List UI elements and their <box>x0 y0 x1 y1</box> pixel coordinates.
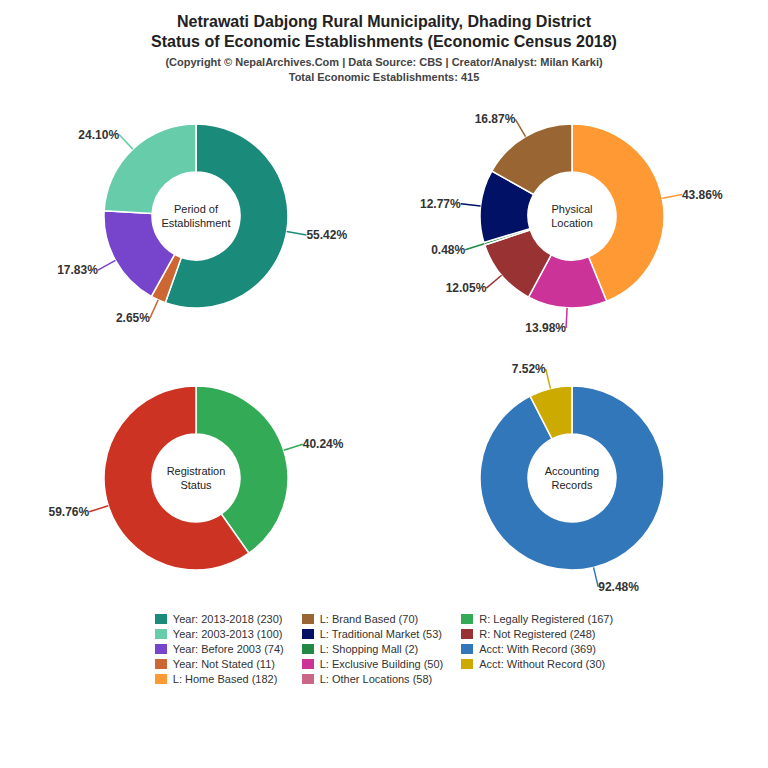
html-text:Period of Establishment: Period of Establishment <box>161 203 231 229</box>
svg-text:17.83%: 17.83% <box>57 263 98 277</box>
html-text:L: Other Locations (58): L: Other Locations (58) <box>319 673 433 685</box>
html-text:L: Shopping Mall (2): L: Shopping Mall (2) <box>319 643 419 655</box>
html-text:L: Exclusive Building (50): L: Exclusive Building (50) <box>319 658 444 670</box>
html-text:Year: 2013-2018 (230): Year: 2013-2018 (230) <box>172 613 283 625</box>
html-text:L: Brand Based (70): L: Brand Based (70) <box>319 613 419 625</box>
html-text:Acct: With Record (369): Acct: With Record (369) <box>479 643 596 655</box>
svg-text:43.86%: 43.86% <box>682 188 723 202</box>
html-text:Total Economic Establishments:: Total Economic Establishments: 415 <box>288 71 480 83</box>
html-text:R: Not Registered (248): R: Not Registered (248) <box>479 628 596 640</box>
svg-text:0.48%: 0.48% <box>431 243 465 257</box>
svg-text:16.87%: 16.87% <box>475 112 516 126</box>
html-text:Acct: Without Record (30): Acct: Without Record (30) <box>479 658 606 670</box>
html-text:Netrawati Dabjong Rural Munici: Netrawati Dabjong Rural Municipality, Dh… <box>177 13 591 30</box>
html-text:Registration Status: Registration Status <box>166 465 226 491</box>
svg-text:59.76%: 59.76% <box>49 505 90 519</box>
html-text:R: Legally Registered (167): R: Legally Registered (167) <box>479 613 614 625</box>
svg-text:13.98%: 13.98% <box>525 321 566 335</box>
html-text:(Copyright © NepalArchives.Com: (Copyright © NepalArchives.Com | Data So… <box>165 56 603 68</box>
svg-text:24.10%: 24.10% <box>78 128 119 142</box>
html-text:Accounting Records: Accounting Records <box>544 465 600 491</box>
svg-text:92.48%: 92.48% <box>598 580 639 594</box>
html-text:Year: Not Stated (11): Year: Not Stated (11) <box>172 658 275 670</box>
html-text:Status of Economic Establishme: Status of Economic Establishments (Econo… <box>151 33 617 50</box>
html-text:L: Traditional Market (53): L: Traditional Market (53) <box>319 628 442 640</box>
svg-text:2.65%: 2.65% <box>116 311 150 325</box>
svg-text:40.24%: 40.24% <box>303 437 344 451</box>
html-text:Physical Location: Physical Location <box>551 203 593 229</box>
svg-text:12.77%: 12.77% <box>420 197 461 211</box>
html-text:Year: Before 2003 (74): Year: Before 2003 (74) <box>172 643 284 655</box>
html-text:L: Home Based (182): L: Home Based (182) <box>172 673 278 685</box>
svg-text:12.05%: 12.05% <box>446 281 487 295</box>
svg-text:7.52%: 7.52% <box>512 362 546 376</box>
html-text:Year: 2003-2013 (100): Year: 2003-2013 (100) <box>172 628 283 640</box>
svg-text:55.42%: 55.42% <box>306 228 347 242</box>
